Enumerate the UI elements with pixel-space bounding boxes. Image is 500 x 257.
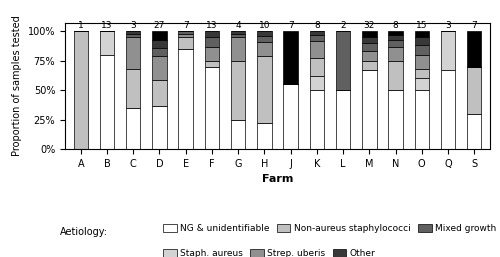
- Bar: [284, 84, 298, 149]
- Bar: [336, 31, 350, 90]
- Text: 2: 2: [340, 21, 346, 30]
- Bar: [152, 106, 166, 149]
- Bar: [414, 31, 429, 37]
- Bar: [231, 120, 246, 149]
- X-axis label: Farm: Farm: [262, 174, 293, 184]
- Text: 7: 7: [472, 21, 477, 30]
- Bar: [126, 37, 140, 69]
- Bar: [204, 31, 219, 37]
- Bar: [152, 40, 166, 48]
- Bar: [257, 56, 272, 123]
- Bar: [414, 37, 429, 45]
- Bar: [362, 43, 376, 51]
- Bar: [231, 37, 246, 61]
- Bar: [414, 55, 429, 69]
- Bar: [231, 34, 246, 37]
- Text: 4: 4: [236, 21, 241, 30]
- Bar: [74, 31, 88, 149]
- Bar: [152, 31, 166, 40]
- Text: 8: 8: [314, 21, 320, 30]
- Text: Aetiology:: Aetiology:: [60, 227, 108, 237]
- Bar: [310, 90, 324, 149]
- Bar: [178, 37, 193, 49]
- Bar: [441, 70, 455, 149]
- Bar: [362, 51, 376, 61]
- Bar: [231, 31, 246, 34]
- Bar: [441, 31, 455, 70]
- Bar: [388, 47, 403, 61]
- Bar: [388, 35, 403, 40]
- Bar: [126, 31, 140, 34]
- Bar: [388, 40, 403, 47]
- Bar: [414, 78, 429, 90]
- Bar: [257, 42, 272, 56]
- Bar: [126, 34, 140, 37]
- Bar: [284, 31, 298, 84]
- Bar: [310, 35, 324, 41]
- Bar: [257, 36, 272, 42]
- Text: 32: 32: [364, 21, 375, 30]
- Bar: [336, 90, 350, 149]
- Bar: [388, 61, 403, 90]
- Bar: [362, 61, 376, 70]
- Bar: [414, 90, 429, 149]
- Bar: [310, 58, 324, 76]
- Bar: [388, 31, 403, 35]
- Bar: [257, 31, 272, 36]
- Text: 8: 8: [392, 21, 398, 30]
- Bar: [310, 76, 324, 90]
- Bar: [310, 41, 324, 58]
- Bar: [126, 69, 140, 108]
- Bar: [126, 108, 140, 149]
- Text: 3: 3: [445, 21, 451, 30]
- Text: 13: 13: [101, 21, 112, 30]
- Text: 7: 7: [288, 21, 294, 30]
- Text: 7: 7: [183, 21, 188, 30]
- Bar: [467, 31, 481, 67]
- Bar: [178, 49, 193, 149]
- Bar: [467, 114, 481, 149]
- Text: 10: 10: [258, 21, 270, 30]
- Bar: [152, 48, 166, 56]
- Text: 15: 15: [416, 21, 428, 30]
- Bar: [310, 31, 324, 35]
- Bar: [204, 61, 219, 67]
- Legend: Staph. aureus, Strep. uberis, Other: Staph. aureus, Strep. uberis, Other: [163, 249, 376, 257]
- Bar: [414, 69, 429, 78]
- Bar: [204, 47, 219, 61]
- Bar: [178, 34, 193, 37]
- Text: 27: 27: [154, 21, 165, 30]
- Bar: [231, 61, 246, 120]
- Bar: [152, 80, 166, 106]
- Bar: [178, 31, 193, 34]
- Bar: [362, 70, 376, 149]
- Text: 13: 13: [206, 21, 218, 30]
- Bar: [467, 67, 481, 114]
- Bar: [362, 37, 376, 43]
- Text: 1: 1: [78, 21, 84, 30]
- Bar: [100, 55, 114, 149]
- Bar: [257, 123, 272, 149]
- Y-axis label: Proportion of samples tested: Proportion of samples tested: [12, 16, 22, 157]
- Bar: [204, 37, 219, 47]
- Bar: [388, 90, 403, 149]
- Bar: [152, 56, 166, 80]
- Bar: [414, 45, 429, 55]
- Bar: [362, 31, 376, 37]
- Bar: [100, 31, 114, 55]
- Text: 3: 3: [130, 21, 136, 30]
- Bar: [204, 67, 219, 149]
